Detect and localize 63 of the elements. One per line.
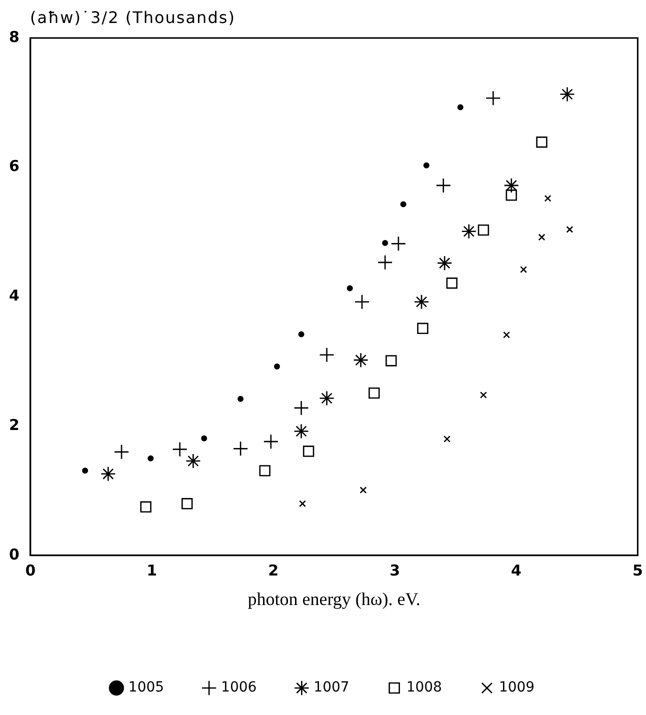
y-tick-label: 8 — [9, 28, 20, 46]
point — [446, 278, 458, 289]
point — [436, 255, 452, 271]
x-tick-label: 4 — [511, 561, 522, 580]
y-tick-label: 0 — [9, 545, 20, 564]
point — [536, 136, 548, 148]
point — [436, 178, 452, 194]
point — [444, 436, 450, 442]
point — [263, 434, 279, 450]
point — [182, 498, 193, 510]
point — [360, 486, 367, 494]
point — [544, 194, 552, 202]
point — [238, 396, 244, 402]
point — [506, 190, 517, 201]
y-tick-label: 4 — [9, 286, 20, 305]
point — [560, 86, 575, 102]
point — [386, 355, 397, 366]
y-axis-title: (aħw)˙3/2 (Thousands) — [30, 8, 236, 27]
point — [294, 424, 309, 439]
point — [423, 162, 430, 168]
x-tick-label: 2 — [268, 561, 279, 580]
x-axis-title: photon energy (hω). eV. — [248, 588, 420, 609]
legend-label: 1007 — [314, 680, 350, 696]
legend-label: 1005 — [128, 680, 164, 696]
point — [461, 224, 477, 240]
point — [414, 294, 430, 310]
point — [346, 285, 353, 292]
point — [186, 453, 201, 469]
point — [319, 390, 334, 406]
x-tick-label: 3 — [390, 561, 400, 580]
legend-label: 1006 — [221, 680, 257, 696]
y-tick-label: 2 — [9, 416, 20, 434]
point — [353, 352, 368, 368]
point — [478, 224, 490, 236]
point — [114, 444, 130, 460]
y-tick-label: 6 — [9, 157, 20, 176]
legend-label: 1009 — [498, 680, 535, 696]
point — [299, 500, 306, 508]
point — [417, 322, 428, 334]
point — [400, 201, 406, 208]
x-tick-label: 1 — [146, 561, 158, 580]
point — [520, 266, 528, 274]
point — [377, 254, 393, 270]
point — [298, 331, 304, 338]
x-tick-label: 0 — [25, 561, 36, 580]
point — [259, 465, 270, 476]
point — [566, 226, 574, 233]
point — [503, 331, 510, 338]
point — [457, 104, 464, 110]
point — [480, 392, 487, 398]
point — [201, 435, 208, 442]
point — [148, 455, 154, 462]
point — [302, 446, 314, 457]
legend-label: 1008 — [406, 680, 442, 696]
point — [140, 501, 152, 512]
point — [382, 240, 388, 246]
point — [368, 387, 380, 399]
point — [82, 468, 88, 474]
x-tick-label: 5 — [632, 561, 643, 580]
point — [504, 178, 520, 194]
point — [100, 466, 116, 482]
point — [274, 364, 280, 370]
point — [538, 234, 546, 241]
